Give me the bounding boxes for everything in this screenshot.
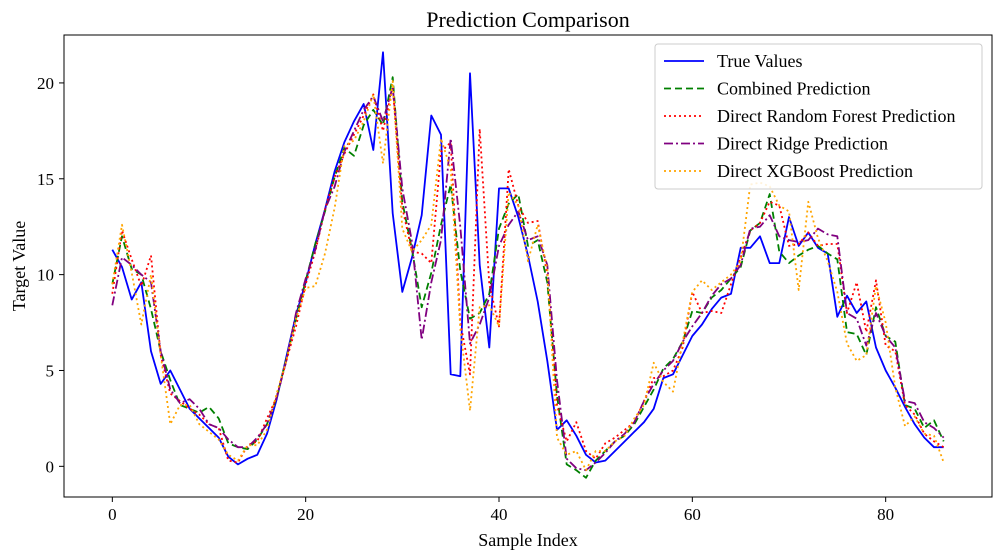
x-tick-label: 40: [491, 505, 508, 524]
x-tick-label: 0: [108, 505, 117, 524]
y-axis-label: Target Value: [9, 221, 29, 312]
y-tick-label: 0: [46, 457, 55, 476]
x-tick-label: 60: [684, 505, 701, 524]
legend-label: Direct Random Forest Prediction: [717, 106, 955, 126]
y-tick-label: 15: [37, 170, 54, 189]
x-axis-label: Sample Index: [478, 530, 577, 550]
legend-label: Combined Prediction: [717, 79, 870, 99]
chart-title: Prediction Comparison: [426, 7, 629, 32]
plot-frame: [63, 34, 993, 498]
legend-label: True Values: [717, 51, 803, 71]
series-line-direct-ridge-prediction: [111, 85, 945, 472]
series-line-combined-prediction: [111, 76, 945, 479]
series-layer: [111, 51, 945, 479]
legend-label: Direct Ridge Prediction: [717, 134, 888, 154]
legend-box: [654, 43, 983, 190]
y-tick-label: 5: [46, 361, 55, 380]
y-tick-label: 10: [37, 266, 54, 285]
x-tick-label: 80: [877, 505, 894, 524]
y-tick-label: 20: [37, 74, 54, 93]
legend: True Values Combined Prediction Direct Ran…: [654, 43, 983, 190]
legend-label: Direct XGBoost Prediction: [717, 161, 913, 181]
series-line-direct-xgboost-prediction: [111, 80, 945, 472]
axis-ticks: 0 20 40 60 80 0 5 10 15 20: [37, 74, 894, 524]
x-tick-label: 20: [297, 505, 314, 524]
